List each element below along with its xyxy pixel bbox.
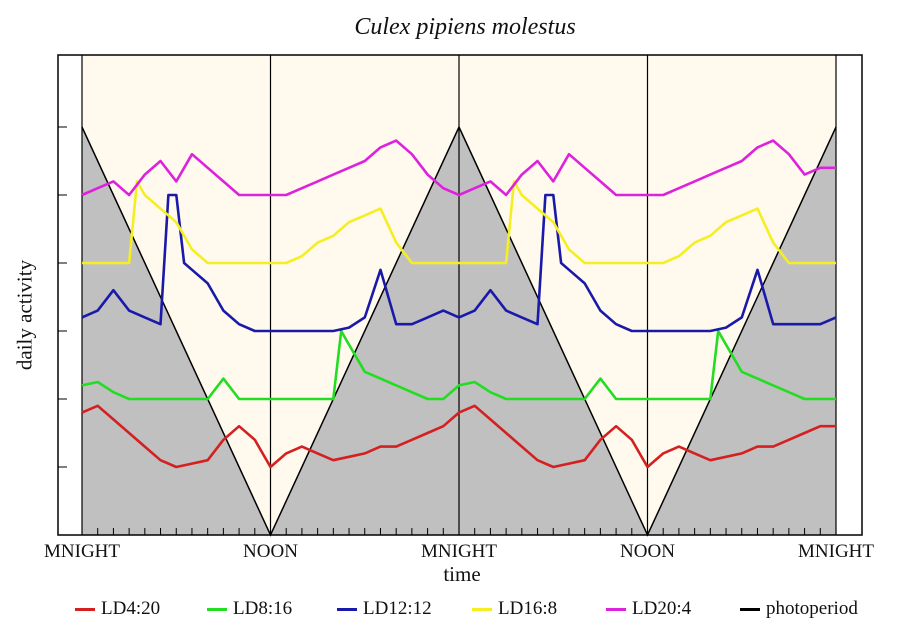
- legend-item-ld4-20: LD4:20: [75, 598, 160, 620]
- x-axis-label: time: [443, 562, 481, 586]
- series-line-ld20-4: [81, 139, 836, 197]
- series-line-ld4-20: [81, 404, 836, 469]
- series-line-ld16-8: [82, 180, 836, 265]
- plot-frame: [57, 54, 863, 536]
- legend-item-ld12-12: LD12:12: [337, 598, 432, 620]
- x-tick-label-0: MNIGHT: [44, 541, 120, 562]
- legend-item-ld20-4: LD20:4: [606, 598, 691, 620]
- legend-label: LD20:4: [632, 598, 692, 619]
- series-line-ld8-16: [81, 329, 836, 401]
- x-tick-label-4: MNIGHT: [798, 541, 874, 562]
- legend-item-ld8-16: LD8:16: [207, 598, 292, 620]
- series-line-ld12-12: [81, 193, 837, 333]
- legend-item-photoperiod: photoperiod: [740, 598, 858, 620]
- legend-swatch: [207, 607, 227, 611]
- legend-swatch: [740, 607, 760, 611]
- legend-item-ld16-8: LD16:8: [472, 598, 557, 620]
- chart-title: Culex pipiens molestus: [354, 14, 576, 40]
- x-tick-label-1: NOON: [243, 541, 298, 562]
- legend-label: LD16:8: [498, 598, 558, 619]
- legend-label: LD12:12: [363, 598, 432, 619]
- x-tick-label-2: MNIGHT: [421, 541, 497, 562]
- x-tick-label-3: NOON: [620, 541, 675, 562]
- legend-label: LD4:20: [101, 598, 161, 619]
- legend-swatch: [606, 607, 626, 611]
- legend-swatch: [337, 607, 357, 611]
- legend: LD4:20 LD8:16 LD12:12 LD16:8 LD20:4 photoperi…: [0, 598, 900, 624]
- legend-label: photoperiod: [766, 598, 858, 619]
- legend-swatch: [472, 607, 492, 611]
- legend-label: LD8:16: [233, 598, 293, 619]
- legend-swatch: [75, 607, 95, 611]
